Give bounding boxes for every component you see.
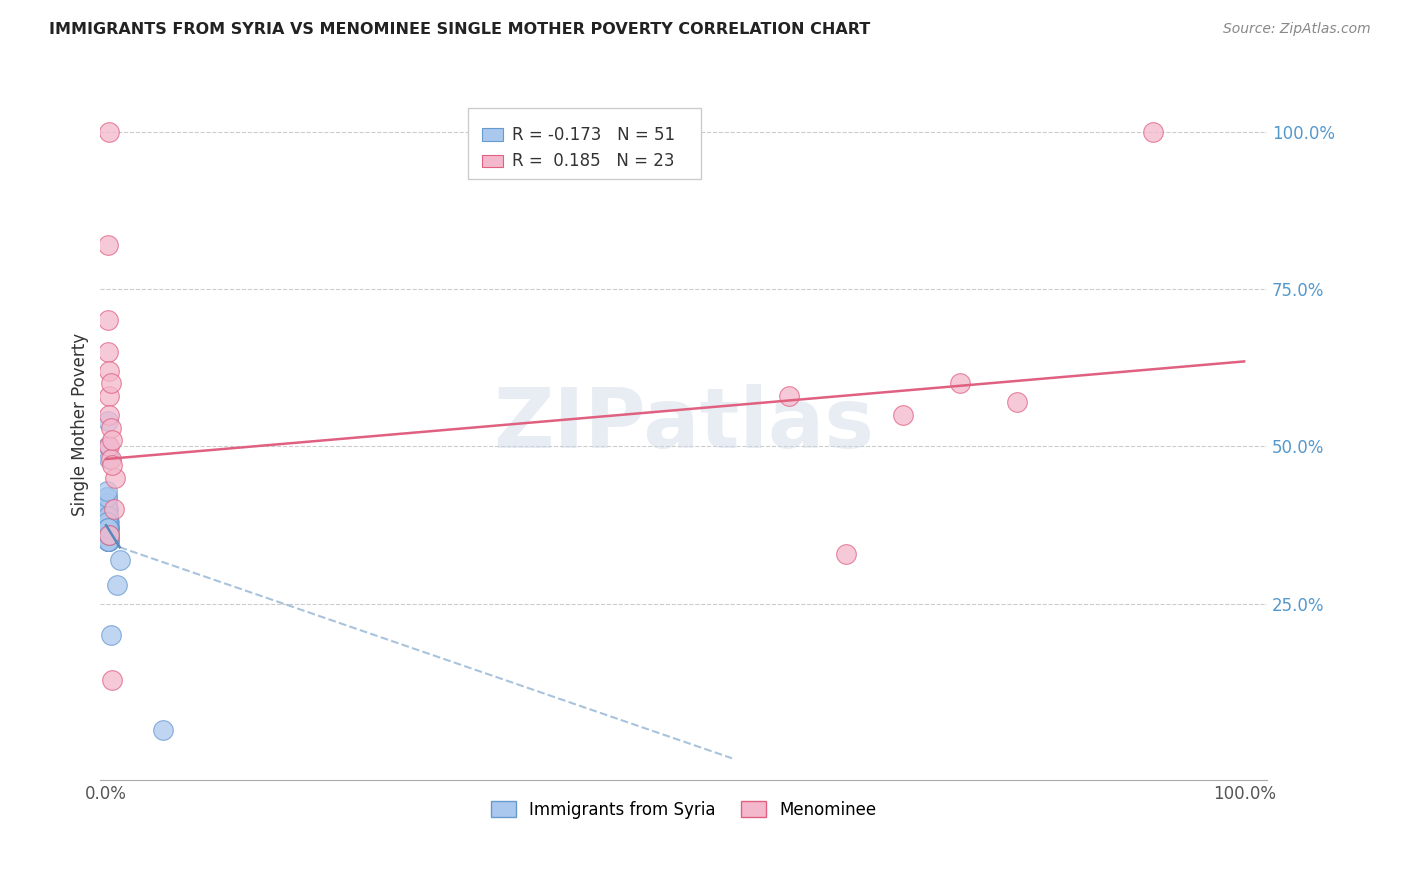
Point bbox=[98, 440, 121, 454]
Point bbox=[97, 238, 120, 252]
Point bbox=[97, 533, 120, 548]
Point bbox=[949, 376, 972, 391]
Point bbox=[98, 408, 121, 422]
Point bbox=[97, 521, 120, 535]
Point bbox=[778, 389, 800, 403]
Point bbox=[97, 533, 120, 548]
FancyBboxPatch shape bbox=[482, 154, 503, 168]
Point bbox=[96, 515, 118, 529]
Point bbox=[98, 533, 121, 548]
Point bbox=[96, 502, 118, 516]
Point bbox=[98, 521, 121, 535]
Point bbox=[1142, 124, 1164, 138]
Point bbox=[96, 521, 118, 535]
Point bbox=[97, 515, 120, 529]
Point bbox=[98, 515, 121, 529]
Point bbox=[97, 313, 120, 327]
Point bbox=[97, 515, 120, 529]
Point bbox=[100, 458, 122, 473]
Point bbox=[97, 515, 120, 529]
Text: ZIPatlas: ZIPatlas bbox=[494, 384, 875, 465]
Point bbox=[97, 533, 120, 548]
Point bbox=[100, 376, 122, 391]
Point bbox=[98, 389, 121, 403]
Point bbox=[97, 521, 120, 535]
Point bbox=[97, 527, 120, 541]
Point bbox=[97, 345, 120, 359]
Point bbox=[100, 433, 122, 447]
Point bbox=[107, 578, 129, 592]
Point bbox=[98, 533, 121, 548]
Point bbox=[97, 533, 120, 548]
Y-axis label: Single Mother Poverty: Single Mother Poverty bbox=[72, 333, 89, 516]
Point bbox=[97, 527, 120, 541]
Point bbox=[98, 527, 121, 541]
Point bbox=[96, 527, 118, 541]
Point bbox=[100, 628, 122, 642]
Point bbox=[97, 527, 120, 541]
Point bbox=[98, 527, 121, 541]
Point bbox=[98, 124, 121, 138]
Point bbox=[104, 471, 127, 485]
Point bbox=[98, 521, 121, 535]
Point bbox=[103, 502, 125, 516]
Point bbox=[96, 490, 118, 504]
Point bbox=[96, 508, 118, 523]
Point bbox=[891, 408, 914, 422]
Point bbox=[97, 414, 120, 428]
Point bbox=[97, 440, 120, 454]
Point bbox=[97, 527, 120, 541]
Point bbox=[96, 483, 118, 498]
Point bbox=[97, 521, 120, 535]
Point bbox=[96, 490, 118, 504]
Point bbox=[108, 553, 131, 567]
Text: R =  0.185   N = 23: R = 0.185 N = 23 bbox=[512, 152, 675, 170]
Point bbox=[835, 547, 858, 561]
Point bbox=[97, 521, 120, 535]
Point bbox=[97, 502, 120, 516]
FancyBboxPatch shape bbox=[482, 128, 503, 141]
Point bbox=[98, 521, 121, 535]
Text: R = -0.173   N = 51: R = -0.173 N = 51 bbox=[512, 126, 675, 144]
Point bbox=[100, 452, 122, 467]
Point bbox=[97, 515, 120, 529]
Point bbox=[97, 521, 120, 535]
Point bbox=[98, 527, 121, 541]
Point bbox=[96, 527, 118, 541]
Point bbox=[98, 364, 121, 378]
Point bbox=[97, 527, 120, 541]
Point bbox=[98, 527, 121, 541]
Point bbox=[96, 508, 118, 523]
Point bbox=[96, 515, 118, 529]
Point bbox=[96, 496, 118, 510]
Legend: Immigrants from Syria, Menominee: Immigrants from Syria, Menominee bbox=[484, 794, 883, 825]
Point bbox=[152, 723, 174, 737]
Point bbox=[97, 533, 120, 548]
Point bbox=[100, 673, 122, 687]
Point bbox=[1005, 395, 1028, 409]
Point bbox=[100, 420, 122, 434]
Point bbox=[97, 508, 120, 523]
FancyBboxPatch shape bbox=[468, 108, 702, 178]
Text: IMMIGRANTS FROM SYRIA VS MENOMINEE SINGLE MOTHER POVERTY CORRELATION CHART: IMMIGRANTS FROM SYRIA VS MENOMINEE SINGL… bbox=[49, 22, 870, 37]
Point bbox=[97, 502, 120, 516]
Text: Source: ZipAtlas.com: Source: ZipAtlas.com bbox=[1223, 22, 1371, 37]
Point bbox=[98, 452, 121, 467]
Point bbox=[97, 508, 120, 523]
